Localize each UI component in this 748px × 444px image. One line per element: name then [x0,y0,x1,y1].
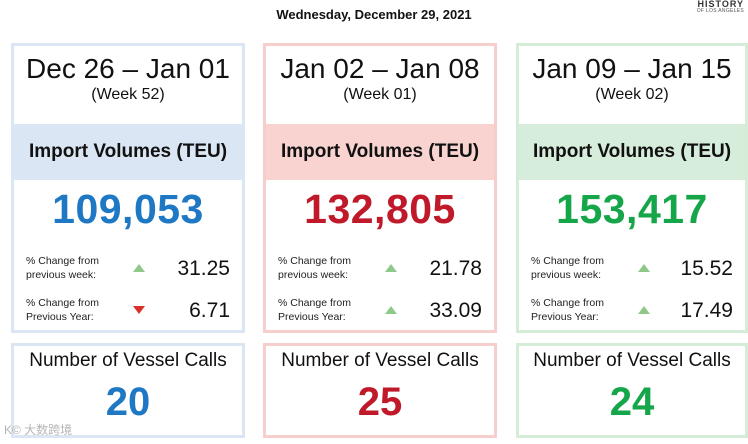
change-prev-year-row: % Change from Previous Year: 33.09 [266,296,494,326]
change-prev-year-value: 6.71 [189,299,230,322]
vessel-calls-card-3: Number of Vessel Calls 24 [516,343,748,438]
import-volumes-header: Import Volumes (TEU) [14,124,242,180]
change-prev-week-label: % Change from previous week: [278,255,351,281]
vessel-calls-card-1: Number of Vessel Calls 20 [11,343,245,438]
change-prev-week-row: % Change from previous week: 31.25 [14,254,242,284]
change-prev-year-row: % Change from Previous Year: 17.49 [519,296,745,326]
change-prev-week-value: 31.25 [177,257,230,280]
change-prev-week-label: % Change from previous week: [26,255,99,281]
teu-value: 109,053 [52,186,204,232]
change-prev-week-row: % Change from previous week: 21.78 [266,254,494,284]
teu-value: 153,417 [556,186,708,232]
week-card-1: Dec 26 – Jan 01 (Week 52) Import Volumes… [11,43,245,333]
change-prev-year-label: % Change from Previous Year: [278,297,351,323]
up-arrow-icon [385,264,397,272]
logo-line1: HISTORY [697,0,744,9]
change-prev-week-label: % Change from previous week: [531,255,604,281]
change-prev-week-value: 21.78 [429,257,482,280]
vessel-calls-title: Number of Vessel Calls [533,350,731,371]
change-prev-year-value: 17.49 [680,299,733,322]
vessel-calls-title: Number of Vessel Calls [281,350,479,371]
teu-value: 132,805 [304,186,456,232]
change-prev-week-row: % Change from previous week: 15.52 [519,254,745,284]
week-label: (Week 01) [343,86,417,103]
import-volumes-header: Import Volumes (TEU) [519,124,745,180]
up-arrow-icon [133,264,145,272]
port-logo: HISTORY OF LOS ANGELES [684,0,744,14]
change-prev-year-label: % Change from Previous Year: [26,297,99,323]
week-label: (Week 02) [595,86,669,103]
vessel-calls-title: Number of Vessel Calls [29,350,227,371]
up-arrow-icon [638,306,650,314]
week-card-3: Jan 09 – Jan 15 (Week 02) Import Volumes… [516,43,748,333]
vessel-calls-value: 25 [357,380,403,424]
watermark: K© 大数跨境 [4,423,73,437]
report-date: Wednesday, December 29, 2021 [276,7,472,22]
up-arrow-icon [385,306,397,314]
logo-line2: OF LOS ANGELES [696,8,744,14]
vessel-calls-value: 24 [609,380,655,424]
date-range: Jan 02 – Jan 08 [280,53,480,84]
change-prev-year-row: % Change from Previous Year: 6.71 [14,296,242,326]
down-arrow-icon [133,306,145,314]
vessel-calls-card-2: Number of Vessel Calls 25 [263,343,497,438]
date-range: Jan 09 – Jan 15 [532,53,732,84]
week-card-2: Jan 02 – Jan 08 (Week 01) Import Volumes… [263,43,497,333]
up-arrow-icon [638,264,650,272]
vessel-calls-value: 20 [105,380,151,424]
change-prev-week-value: 15.52 [680,257,733,280]
change-prev-year-label: % Change from Previous Year: [531,297,604,323]
change-prev-year-value: 33.09 [429,299,482,322]
date-range: Dec 26 – Jan 01 [26,53,230,84]
week-label: (Week 52) [91,86,165,103]
import-volumes-header: Import Volumes (TEU) [266,124,494,180]
